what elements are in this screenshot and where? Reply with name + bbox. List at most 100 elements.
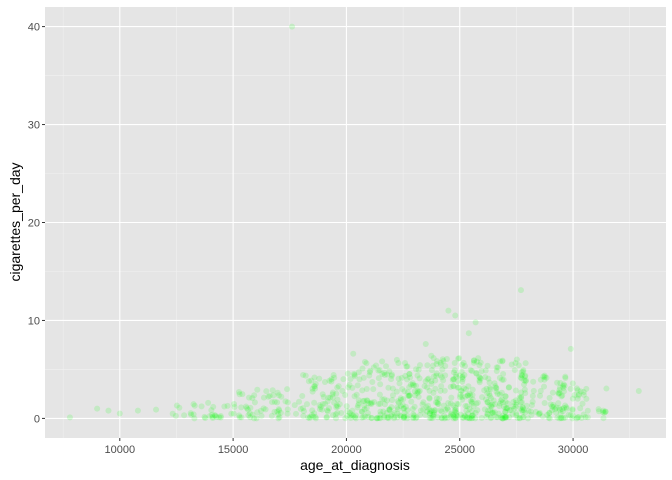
data-point	[496, 374, 503, 381]
data-point	[476, 379, 483, 386]
data-point	[305, 378, 312, 385]
data-point	[459, 414, 466, 421]
data-point	[311, 410, 318, 417]
data-point	[299, 392, 306, 399]
data-point	[404, 412, 411, 419]
data-point	[302, 372, 309, 379]
data-point	[379, 371, 386, 378]
data-point	[426, 414, 433, 421]
data-point	[451, 407, 458, 414]
data-point	[359, 387, 366, 394]
data-point	[416, 375, 423, 382]
data-point	[432, 377, 439, 384]
data-point	[238, 414, 245, 421]
data-point	[469, 391, 476, 398]
data-point	[389, 396, 396, 403]
data-point	[311, 383, 318, 390]
data-point	[431, 407, 438, 414]
data-point	[432, 407, 439, 414]
data-point	[381, 413, 388, 420]
data-point	[351, 373, 358, 380]
data-point	[212, 412, 219, 419]
data-point	[443, 356, 450, 363]
data-point	[441, 387, 448, 394]
data-point	[449, 377, 456, 384]
data-point	[328, 376, 335, 383]
data-point	[217, 413, 224, 420]
data-point	[546, 410, 553, 417]
data-point	[247, 414, 254, 421]
data-point	[429, 411, 436, 418]
data-point	[491, 409, 498, 416]
data-point	[578, 415, 585, 422]
data-point	[442, 363, 449, 370]
data-point	[274, 408, 281, 415]
data-point	[176, 404, 183, 411]
data-point	[574, 414, 581, 421]
data-point	[496, 400, 503, 407]
data-point	[509, 403, 516, 410]
data-point	[493, 388, 500, 395]
data-point	[311, 399, 318, 406]
data-point	[512, 359, 519, 366]
data-point	[530, 378, 537, 385]
data-point	[363, 386, 370, 393]
data-point	[361, 402, 368, 409]
data-point	[468, 398, 475, 405]
data-point	[464, 403, 471, 410]
data-point	[455, 377, 462, 384]
data-point	[558, 415, 565, 422]
data-point	[191, 402, 198, 409]
data-point	[485, 407, 492, 414]
data-point	[496, 391, 503, 398]
data-point	[274, 389, 281, 396]
data-point	[466, 405, 473, 412]
data-point	[265, 393, 272, 400]
data-point	[459, 374, 466, 381]
data-point	[365, 413, 372, 420]
data-point	[559, 408, 566, 415]
data-point	[462, 362, 469, 369]
data-point	[481, 406, 488, 413]
data-point	[198, 403, 205, 410]
data-point	[397, 395, 404, 402]
y-tick-labels: 0 10 20 30 40	[28, 22, 40, 426]
data-point	[560, 383, 567, 390]
data-point	[312, 380, 319, 387]
data-point	[459, 376, 466, 383]
data-point	[569, 380, 576, 387]
data-point	[461, 412, 468, 419]
data-point	[448, 410, 455, 417]
data-point	[486, 379, 493, 386]
data-point	[400, 405, 407, 412]
data-point	[346, 409, 353, 416]
data-point	[370, 386, 377, 393]
data-point	[236, 414, 243, 421]
data-point	[452, 406, 459, 413]
data-point	[349, 407, 356, 414]
data-point	[502, 393, 509, 400]
data-point	[493, 385, 500, 392]
data-point	[574, 387, 581, 394]
data-point	[384, 397, 391, 404]
data-point	[401, 388, 408, 395]
data-point	[415, 393, 422, 400]
data-point	[567, 385, 574, 392]
data-point	[447, 400, 454, 407]
data-point	[474, 407, 481, 414]
data-point	[190, 401, 197, 408]
data-point	[562, 373, 569, 380]
data-point	[404, 407, 411, 414]
data-point	[513, 410, 520, 417]
data-point	[319, 391, 326, 398]
data-point	[430, 373, 437, 380]
data-point	[560, 388, 567, 395]
data-point	[368, 414, 375, 421]
data-point	[493, 368, 500, 375]
data-point	[254, 409, 261, 416]
data-point	[602, 408, 609, 415]
data-point	[450, 415, 457, 422]
data-point	[209, 411, 216, 418]
data-point	[507, 407, 514, 414]
data-point	[405, 392, 412, 399]
